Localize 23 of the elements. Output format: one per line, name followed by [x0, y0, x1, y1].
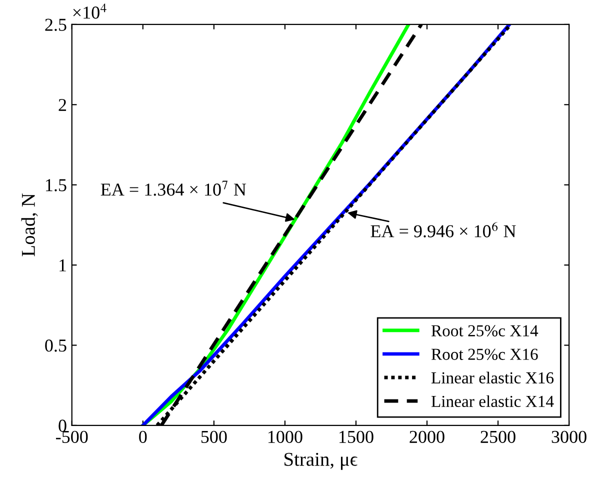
annotation: EA = 9.946 × 10$^{6}$ N [370, 222, 516, 238]
y-tick-label: 0.5 [45, 339, 66, 352]
legend-label: Linear elastic X16 [431, 372, 554, 384]
legend-label: Root 25%c X16 [431, 348, 538, 360]
x-tick-label: 0 [139, 430, 147, 443]
y-axis-title: Load, N [21, 194, 38, 256]
y-tick-label: 1.5 [46, 179, 66, 192]
x-tick-label: 1000 [268, 430, 302, 443]
x-axis-title: Strain, μϵ [284, 452, 358, 470]
x-tick-label: 2000 [410, 430, 444, 443]
x-tick-label: 500 [201, 430, 227, 443]
annotation: EA = 1.364 × 10$^{7}$ N [100, 180, 246, 196]
y-tick-label: 1 [60, 259, 66, 272]
text: ×10$^{4}$ [73, 4, 106, 19]
y-tick-label: 0 [58, 420, 66, 432]
legend-label: Root 25%c X14 [431, 325, 538, 336]
y-tick-label: 2 [58, 98, 66, 111]
x-tick-label: 1500 [340, 430, 374, 443]
x-tick-label: -500 [56, 430, 88, 443]
legend-label: Linear elastic X14 [431, 395, 554, 408]
x-tick-label: 2500 [480, 430, 516, 443]
x-tick-label: 3000 [552, 430, 586, 443]
y-tick-label: 2.5 [45, 18, 66, 31]
